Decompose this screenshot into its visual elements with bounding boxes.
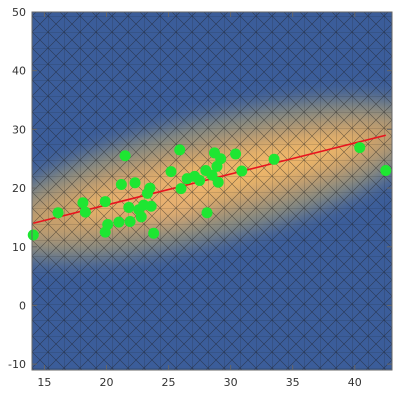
scatter-point [194, 174, 206, 186]
x-tick-label: 40 [348, 376, 362, 389]
scatter-point [175, 183, 187, 195]
y-tick-label: 10 [12, 241, 26, 254]
scatter-point [129, 177, 141, 189]
y-tick-label: 30 [12, 123, 26, 136]
scatter-point [236, 165, 248, 177]
x-tick-label: 30 [224, 376, 238, 389]
scatter-point [135, 211, 147, 223]
scatter-point [115, 179, 127, 191]
scatter-point [148, 227, 160, 239]
scatter-point [102, 218, 114, 230]
plot-frame [31, 11, 393, 371]
scatter-point [380, 164, 392, 176]
scatter-point [124, 216, 136, 228]
scatter-points [27, 142, 392, 241]
y-tick-label: 0 [19, 299, 26, 312]
scatter-point [145, 200, 157, 212]
scatter-point [201, 207, 213, 219]
scatter-point [212, 176, 224, 188]
plot-border [31, 11, 393, 371]
scatter-point [119, 150, 131, 162]
scatter-point [27, 229, 39, 241]
scatter-point [113, 216, 125, 228]
y-tick-label: -10 [8, 358, 26, 371]
y-axis-ticks: -10 0 10 20 30 40 50 [8, 6, 392, 371]
scatter-point [144, 182, 156, 194]
y-tick-label: 40 [12, 65, 26, 78]
scatter-point [79, 206, 91, 218]
scatter-point [77, 197, 89, 209]
scatter-point [123, 201, 135, 213]
x-axis-ticks: 15 20 25 30 35 40 [37, 12, 362, 389]
scatter-point [174, 144, 186, 156]
mesh-overlay [32, 12, 392, 370]
scatter-point [230, 148, 242, 160]
x-tick-label: 35 [286, 376, 300, 389]
y-tick-label: 20 [12, 182, 26, 195]
scatter-point [268, 153, 280, 165]
scatter-point [354, 142, 366, 154]
scatter-point [206, 169, 218, 181]
x-tick-label: 15 [37, 376, 51, 389]
x-tick-label: 20 [99, 376, 113, 389]
scatter-point [215, 153, 227, 165]
x-tick-label: 25 [162, 376, 176, 389]
scatter-point [52, 207, 64, 219]
triangular-mesh [32, 12, 392, 370]
scatter-point [99, 196, 111, 208]
scatter-point [165, 166, 177, 178]
y-tick-label: 50 [12, 6, 26, 19]
